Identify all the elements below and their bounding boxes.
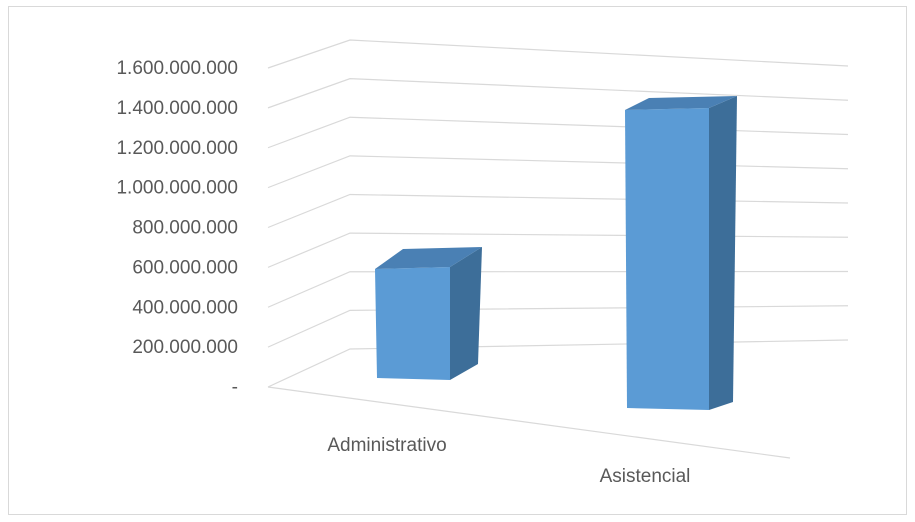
bar-side-face: [450, 247, 482, 380]
bars: [375, 96, 737, 410]
y-tick-label: -: [232, 377, 238, 398]
floor-front-edge: [267, 386, 791, 459]
gridline: [267, 116, 849, 149]
y-axis-tick-labels: - 200.000.000 400.000.000 600.000.000 800.00…: [116, 58, 238, 398]
gridline: [267, 155, 849, 189]
gridlines: [267, 39, 849, 459]
gridline: [267, 193, 849, 229]
bar-front-face: [375, 267, 450, 380]
y-tick-label: 1.200.000.000: [116, 138, 238, 159]
gridline: [267, 39, 849, 69]
gridline: [267, 305, 849, 348]
y-tick-label: 1.600.000.000: [116, 58, 238, 79]
y-tick-label: 600.000.000: [132, 257, 238, 278]
floor-right-edge: [790, 340, 848, 458]
y-tick-label: 1.400.000.000: [116, 98, 238, 119]
y-tick-label: 800.000.000: [132, 218, 238, 239]
y-tick-label: 400.000.000: [132, 297, 238, 318]
x-axis-category-labels: Administrativo Asistencial: [327, 435, 690, 487]
gridline-floor: [267, 339, 849, 388]
bar-administrativo: [375, 247, 482, 380]
bar-front-face: [625, 108, 709, 410]
y-tick-label: 200.000.000: [132, 337, 238, 358]
x-category-label: Asistencial: [600, 466, 691, 487]
gridline: [267, 232, 849, 268]
gridline: [267, 270, 849, 308]
bar-top-face: [375, 247, 482, 269]
bar-side-face: [709, 96, 737, 410]
y-tick-label: 1.000.000.000: [116, 178, 238, 199]
bar-top-face: [625, 96, 737, 110]
gridline: [267, 78, 849, 109]
bar-asistencial: [625, 96, 737, 410]
x-category-label: Administrativo: [327, 435, 446, 456]
